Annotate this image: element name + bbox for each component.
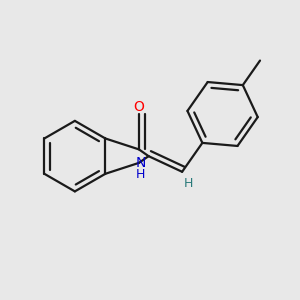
- Text: N: N: [135, 156, 146, 170]
- Text: H: H: [136, 168, 145, 181]
- Text: H: H: [184, 177, 193, 190]
- Text: O: O: [134, 100, 144, 114]
